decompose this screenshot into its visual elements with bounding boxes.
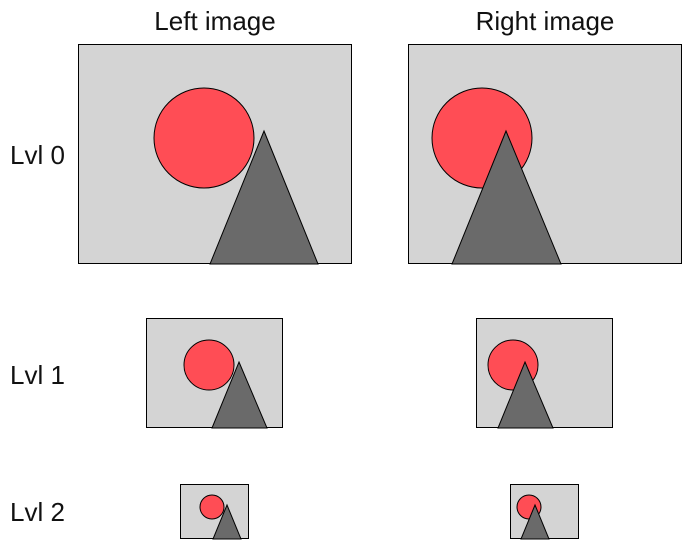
gray-triangle	[209, 129, 319, 265]
lvl-2-right-image	[510, 484, 579, 540]
left-image-header: Left image	[154, 6, 276, 36]
gray-triangle	[451, 129, 562, 265]
lvl-1-left-image	[146, 318, 283, 429]
lvl-0-left-image	[78, 44, 352, 265]
lvl-1-right-image	[476, 318, 613, 429]
gray-triangle	[497, 360, 554, 429]
gray-triangle	[211, 360, 268, 429]
red-circle	[153, 87, 255, 189]
row-label-lvl-0: Lvl 0	[10, 140, 65, 170]
red-circle	[183, 339, 235, 391]
gray-triangle	[520, 503, 550, 540]
lvl-0-right-image	[408, 44, 682, 265]
row-label-lvl-1: Lvl 1	[10, 360, 65, 390]
right-image-header: Right image	[475, 6, 615, 36]
lvl-2-left-image	[180, 484, 249, 540]
gray-triangle	[212, 503, 242, 540]
red-circle	[199, 494, 225, 520]
row-label-lvl-2: Lvl 2	[10, 497, 65, 527]
